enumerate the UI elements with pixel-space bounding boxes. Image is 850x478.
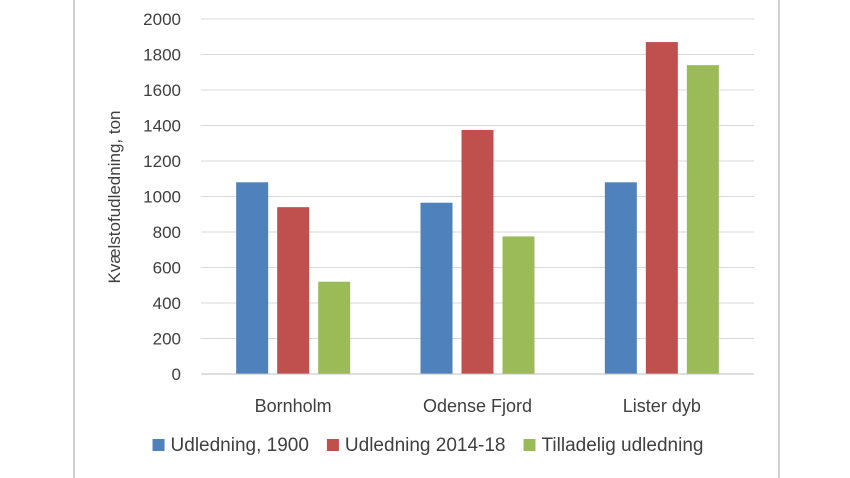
- bar-1-bornholm: [236, 182, 269, 374]
- legend-swatch-3: [523, 439, 536, 451]
- bars: [236, 42, 719, 375]
- x-axis-categories: Bornholm Odense Fjord Lister dyb: [255, 396, 701, 416]
- x-category-label: Odense Fjord: [423, 396, 532, 416]
- bar-3-lister-dyb: [686, 65, 719, 375]
- y-tick-label: 2000: [143, 10, 181, 29]
- y-tick-label: 400: [153, 294, 181, 313]
- y-tick-label: 600: [153, 259, 181, 278]
- y-tick-label: 800: [153, 223, 181, 242]
- y-tick-label: 0: [172, 365, 181, 384]
- bar-1-lister-dyb: [604, 182, 637, 374]
- x-category-label: Bornholm: [255, 396, 332, 416]
- legend-swatch-2: [326, 439, 339, 451]
- y-tick-label: 1400: [143, 117, 181, 136]
- bar-2-odense-fjord: [461, 129, 494, 374]
- y-axis-label: Kvælstofudledning, ton: [105, 111, 124, 284]
- bar-2-bornholm: [277, 207, 310, 374]
- y-tick-label: 200: [153, 330, 181, 349]
- legend-label-3: Tilladelig udledning: [542, 435, 704, 456]
- legend-label-1: Udledning, 1900: [171, 435, 309, 456]
- bar-3-odense-fjord: [502, 236, 535, 374]
- bar-3-bornholm: [318, 281, 351, 374]
- y-tick-label: 1600: [143, 81, 181, 100]
- legend-swatch-1: [152, 439, 165, 451]
- y-tick-label: 1800: [143, 46, 181, 65]
- y-tick-label: 1200: [143, 152, 181, 171]
- legend: Udledning, 1900 Udledning 2014-18 Tilladel…: [152, 435, 704, 456]
- y-axis-ticks: 0 200 400 600 800 1000 1200 1400 1600 1800 2000: [143, 10, 181, 384]
- y-tick-label: 1000: [143, 188, 181, 207]
- legend-label-2: Udledning 2014-18: [345, 435, 506, 456]
- bar-2-lister-dyb: [645, 42, 678, 374]
- bar-1-odense-fjord: [420, 202, 453, 374]
- x-category-label: Lister dyb: [623, 396, 701, 416]
